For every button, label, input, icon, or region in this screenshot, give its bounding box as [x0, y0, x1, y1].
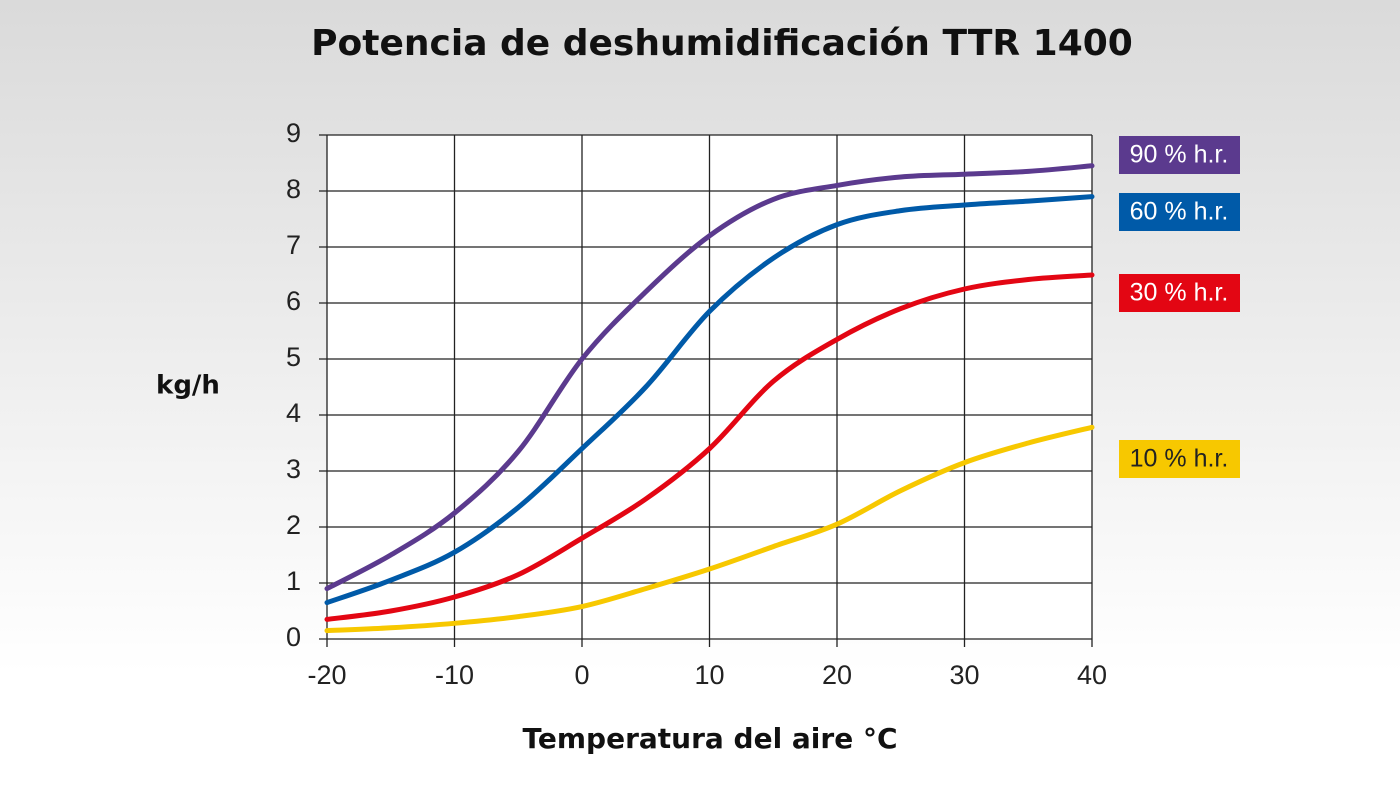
x-tick-label: 40: [1077, 660, 1107, 690]
y-axis-label: kg/h: [156, 371, 220, 401]
series-line: [324, 163, 1095, 592]
y-tick-label: 6: [286, 286, 301, 316]
legend-swatch: [1119, 136, 1240, 174]
chart-title: Potencia de deshumidificación TTR 1400: [311, 23, 1133, 64]
y-tick-label: 7: [286, 230, 301, 260]
x-tick-label: -20: [307, 660, 346, 690]
legend-label: 30 % h.r.: [1130, 279, 1229, 307]
legend-swatch: [1119, 193, 1240, 231]
legend-label: 90 % h.r.: [1130, 141, 1229, 169]
x-axis-label: Temperatura del aire °C: [522, 722, 897, 755]
legend-label: 10 % h.r.: [1130, 445, 1229, 473]
x-tick-label: -10: [435, 660, 474, 690]
legend-swatch: [1119, 440, 1240, 478]
y-tick-label: 5: [286, 342, 301, 372]
y-tick-label: 0: [286, 622, 301, 652]
y-tick-label: 3: [286, 454, 301, 484]
x-tick-label: 10: [694, 660, 724, 690]
series-line: [324, 272, 1095, 622]
y-tick-label: 9: [286, 118, 301, 148]
x-tick-label: 20: [822, 660, 852, 690]
x-tick-label: 30: [949, 660, 979, 690]
legend-swatch: [1119, 274, 1240, 312]
series-line: [324, 424, 1095, 634]
y-tick-label: 8: [286, 174, 301, 204]
y-tick-label: 2: [286, 510, 301, 540]
series-line: [324, 194, 1095, 606]
y-tick-label: 4: [286, 398, 301, 428]
x-tick-label: 0: [574, 660, 589, 690]
legend-label: 60 % h.r.: [1130, 198, 1229, 226]
y-tick-label: 1: [286, 566, 301, 596]
